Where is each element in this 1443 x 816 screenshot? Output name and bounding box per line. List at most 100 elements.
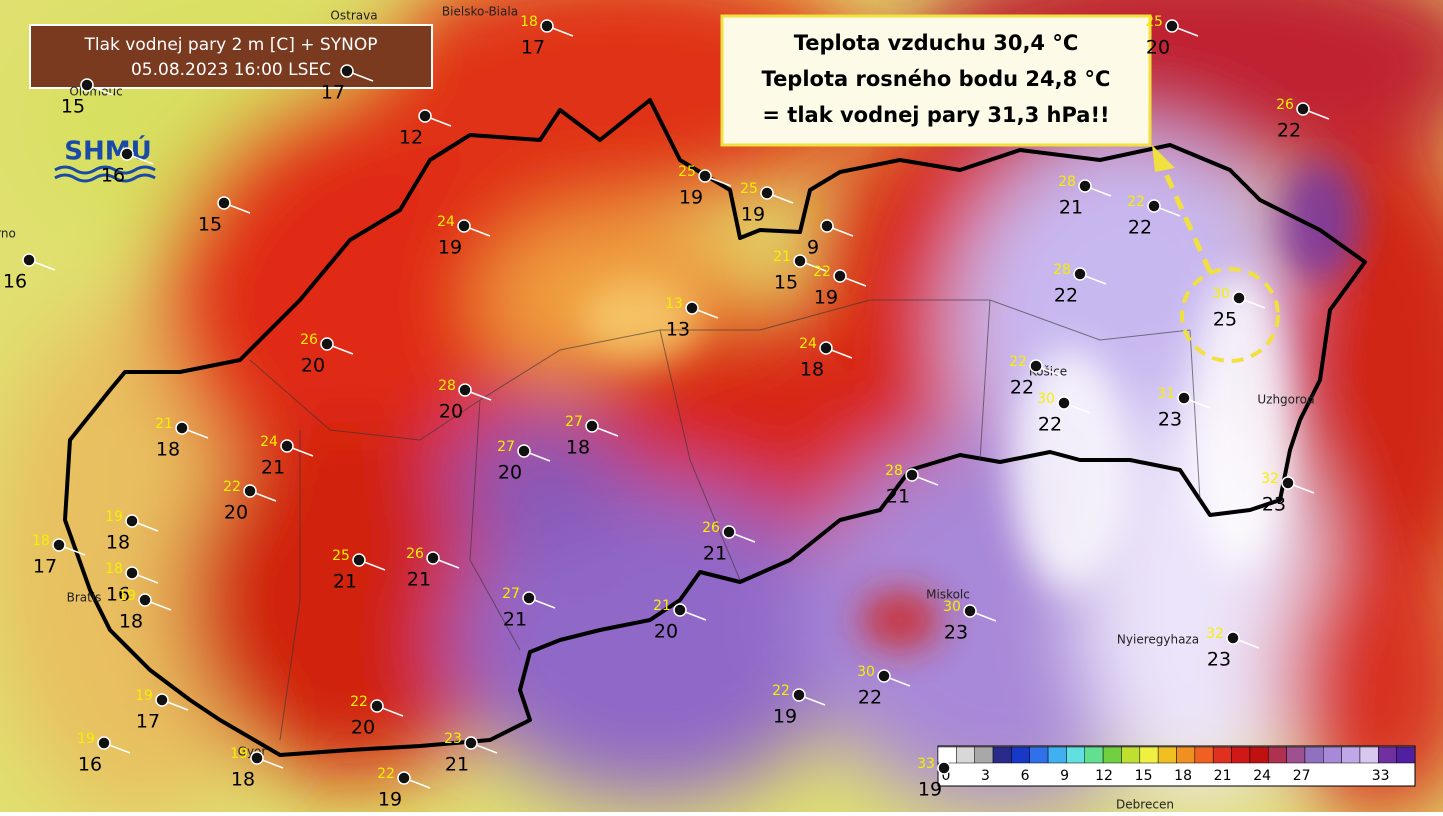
title: Tlak vodnej pary 2 m [C] + SYNOP: [84, 35, 378, 55]
colorbar-tick-label: 9: [1060, 768, 1069, 784]
colorbar-cell: [1157, 746, 1177, 764]
station-symbol: [22, 253, 36, 267]
colorbar-tick-label: 6: [1021, 768, 1030, 784]
station-temperature: 22: [1127, 194, 1145, 210]
station-temperature: 25: [678, 164, 696, 180]
station-temperature: 19: [77, 731, 95, 747]
station-symbol: [1165, 19, 1179, 33]
station-temperature: 33: [917, 756, 935, 772]
station-value: 15: [774, 272, 798, 294]
colorbar-cell: [1139, 746, 1159, 764]
city-label: Bratis: [67, 591, 102, 605]
station-value: 16: [106, 584, 130, 606]
station-value: 17: [321, 82, 345, 104]
colorbar-tick-label: 15: [1135, 768, 1153, 784]
station-symbol: [320, 337, 334, 351]
station-temperature: 22: [813, 264, 831, 280]
station-symbol: [517, 444, 531, 458]
station-temperature: 19: [118, 588, 136, 604]
station-value: 23: [1262, 494, 1286, 516]
station-symbol: [397, 771, 411, 785]
station-value: 19: [773, 706, 797, 728]
station-symbol: [1029, 359, 1043, 373]
station-value: 22: [1010, 377, 1034, 399]
callout-arrowhead: [1152, 145, 1175, 172]
colorbar-cell: [1323, 746, 1342, 764]
station-symbol: [280, 439, 294, 453]
colorbar-tick-label: 27: [1293, 768, 1311, 784]
station-symbol: [819, 341, 833, 355]
colorbar-cell: [1194, 746, 1214, 764]
station-temperature: 18: [105, 561, 123, 577]
station-value: 20: [654, 621, 678, 643]
station-temperature: 30: [1037, 391, 1055, 407]
station-temperature: 24: [437, 214, 455, 230]
station-symbol: [760, 186, 774, 200]
station-symbol: [120, 147, 134, 161]
station-symbol: [963, 604, 977, 618]
colorbar-cell: [937, 746, 957, 764]
station-symbol: [80, 78, 94, 92]
colorbar-cell: [1396, 746, 1416, 764]
station-symbol: [457, 219, 471, 233]
station-value: 18: [156, 439, 180, 461]
station-symbol: [464, 736, 478, 750]
subtitle: 05.08.2023 16:00 LSEC: [131, 60, 331, 80]
station-temperature: 26: [300, 332, 318, 348]
station-symbol: [243, 484, 257, 498]
station-temperature: 26: [1276, 97, 1294, 113]
station-value: 21: [261, 457, 285, 479]
station-value: 22: [1128, 217, 1152, 239]
station-temperature: 28: [1053, 262, 1071, 278]
station-symbol: [722, 525, 736, 539]
city-label: Ostrava: [330, 9, 377, 23]
station-value: 23: [1207, 649, 1231, 671]
colorbar-cell: [1267, 746, 1287, 764]
station-symbol: [792, 688, 806, 702]
station-temperature: 30: [1212, 286, 1230, 302]
city-label: rno: [0, 227, 16, 241]
station-symbol: [1226, 631, 1240, 645]
station-temperature: 22: [772, 683, 790, 699]
station-value: 19: [918, 779, 942, 801]
station-value: 13: [666, 319, 690, 341]
station-symbol: [877, 669, 891, 683]
station-temperature: 30: [943, 599, 961, 615]
station-value: 23: [1158, 409, 1182, 431]
station-value: 16: [101, 165, 125, 187]
cities: OstravaBielsko-BialaOlomoucrnoKošiceUzhg…: [0, 5, 1315, 812]
station-value: 17: [136, 711, 160, 733]
station-temperature: 19: [105, 509, 123, 525]
station-symbol: [426, 551, 440, 565]
colorbar-tick-label: 18: [1174, 768, 1192, 784]
station-symbol: [458, 383, 472, 397]
station-temperature: 22: [377, 766, 395, 782]
station-temperature: 22: [1009, 354, 1027, 370]
station-symbol: [1057, 396, 1071, 410]
station-value: 22: [1054, 285, 1078, 307]
station-temperature: 27: [565, 414, 583, 430]
station-temperature: 21: [155, 416, 173, 432]
callout-line: Teplota rosného bodu 24,8 °C: [762, 67, 1111, 91]
station-symbol: [905, 468, 919, 482]
station-symbol: [125, 514, 139, 528]
colorbar-cell: [1249, 746, 1269, 764]
station-temperature: 22: [223, 479, 241, 495]
logo-waves: [54, 165, 156, 183]
logo: SHMÚ: [64, 135, 151, 167]
station-symbol: [1147, 199, 1161, 213]
station-symbol: [937, 761, 951, 775]
station-temperature: 27: [502, 586, 520, 602]
station-temperature: 28: [438, 378, 456, 394]
station-symbol: [97, 736, 111, 750]
colorbar-cell: [956, 746, 975, 764]
station-temperature: 13: [665, 296, 683, 312]
city-label: Debrecen: [1116, 798, 1174, 812]
colorbar-cell: [1359, 746, 1379, 764]
colorbar-tick-label: 21: [1214, 768, 1232, 784]
station-value: 18: [231, 769, 255, 791]
station-value: 19: [378, 789, 402, 811]
station-value: 23: [944, 622, 968, 644]
station-symbol: [138, 593, 152, 607]
station-temperature: 32: [1206, 626, 1224, 642]
